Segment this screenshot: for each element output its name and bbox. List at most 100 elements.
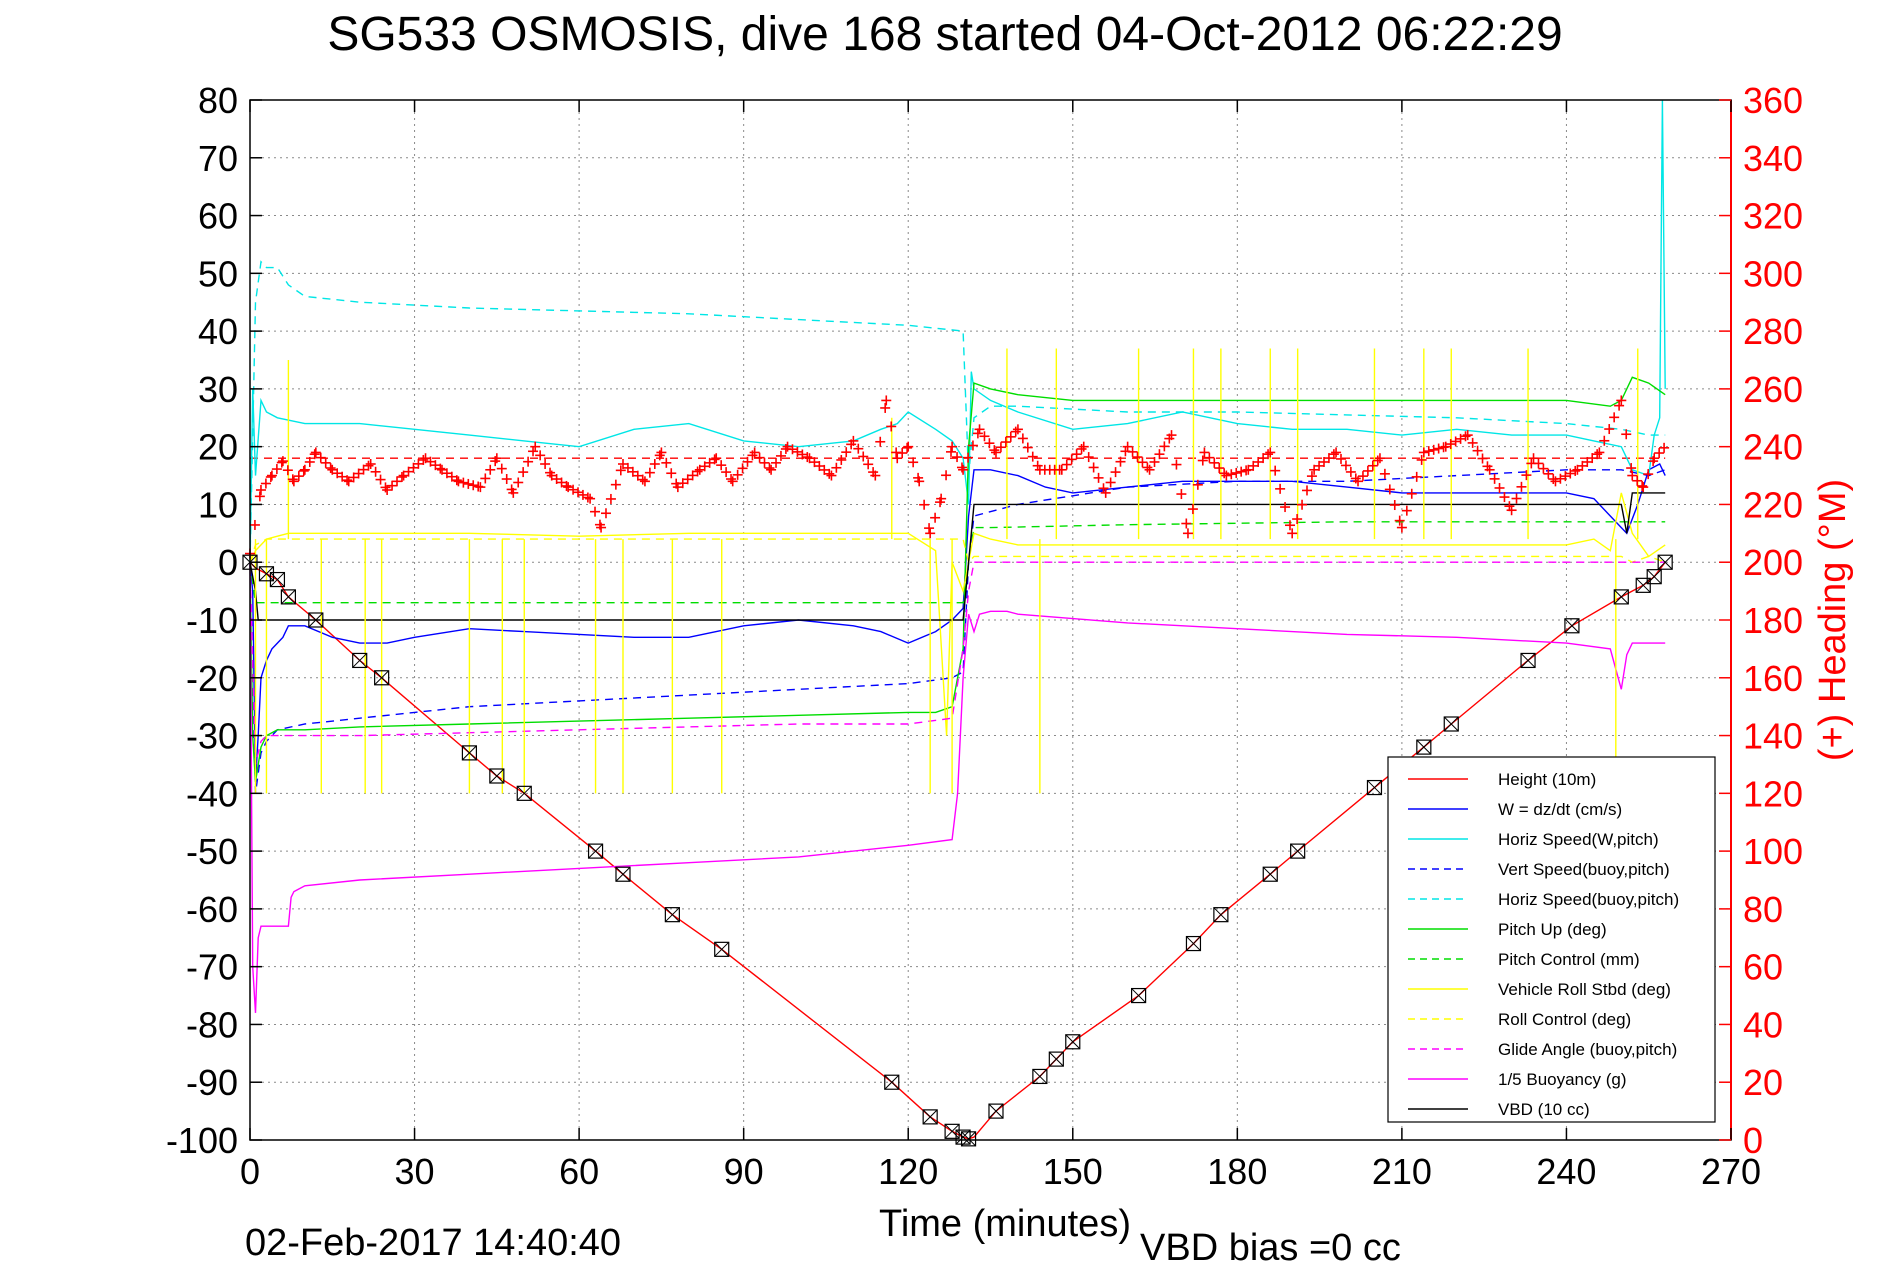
y2-tick-label: 300 bbox=[1743, 253, 1803, 294]
heading-point bbox=[764, 463, 775, 474]
heading-point bbox=[1284, 520, 1295, 531]
depth-marker bbox=[1564, 618, 1580, 634]
heading-point bbox=[1149, 456, 1160, 467]
depth-marker-box bbox=[944, 1123, 960, 1139]
legend: Height (10m) W = dz/dt (cm/s) Horiz Speed(… bbox=[1387, 756, 1716, 1123]
depth-marker-box bbox=[1635, 577, 1651, 593]
depth-marker bbox=[1366, 779, 1383, 796]
depth-marker bbox=[714, 941, 730, 957]
x-tick-label: 150 bbox=[1043, 1151, 1103, 1192]
heading-point bbox=[1379, 468, 1390, 479]
heading-point bbox=[726, 474, 737, 485]
depth-marker bbox=[1213, 907, 1229, 923]
heading-point bbox=[858, 451, 869, 462]
heading-point bbox=[727, 476, 738, 487]
heading-point bbox=[276, 457, 287, 468]
heading-point bbox=[836, 454, 847, 465]
depth-marker-box bbox=[1213, 907, 1229, 923]
heading-point bbox=[265, 472, 276, 482]
footer-date: 02-Feb-2017 14:40:40 bbox=[245, 1222, 621, 1262]
heading-point bbox=[990, 447, 1001, 458]
legend-label: Vert Speed(buoy,pitch) bbox=[1498, 860, 1670, 879]
depth-marker-box bbox=[664, 907, 680, 923]
heading-point bbox=[610, 479, 621, 490]
x-tick-label: 240 bbox=[1536, 1151, 1596, 1192]
heading-point bbox=[863, 459, 874, 470]
depth-marker bbox=[461, 745, 478, 761]
heading-point bbox=[293, 471, 304, 482]
heading-point bbox=[1406, 488, 1417, 499]
depth-marker-cross-b bbox=[1065, 1034, 1081, 1050]
y2-axis-ticks: 3603403203002802602402202001801601401201… bbox=[1719, 80, 1803, 1161]
depth-marker-cross-b bbox=[308, 612, 324, 628]
heading-point bbox=[967, 440, 978, 451]
depth-marker-box bbox=[1130, 987, 1147, 1004]
heading-point bbox=[958, 464, 969, 475]
heading-point bbox=[956, 462, 967, 473]
depth-marker-box bbox=[587, 843, 604, 859]
depth-marker-cross-b bbox=[1213, 907, 1229, 923]
heading-point bbox=[1061, 459, 1072, 470]
depth-marker-cross-b bbox=[714, 941, 730, 957]
heading-point bbox=[1336, 453, 1347, 464]
depth-marker bbox=[516, 785, 532, 801]
heading-point bbox=[1166, 430, 1177, 441]
heading-point bbox=[1017, 433, 1028, 444]
heading-point bbox=[1384, 484, 1395, 495]
heading-point bbox=[1301, 485, 1312, 496]
series-line-11 bbox=[249, 492, 1666, 621]
heading-point bbox=[310, 447, 321, 458]
heading-point bbox=[979, 431, 990, 442]
x-tick-label: 120 bbox=[878, 1151, 938, 1192]
depth-marker-cross-b bbox=[1367, 780, 1382, 795]
legend-label: Roll Control (deg) bbox=[1498, 1010, 1631, 1029]
heading-point bbox=[1538, 463, 1549, 474]
x-tick-label: 60 bbox=[559, 1151, 599, 1192]
depth-marker-cross-b bbox=[270, 572, 285, 587]
depth-marker-cross-b bbox=[259, 566, 274, 582]
y2-tick-label: 160 bbox=[1743, 658, 1803, 699]
heading-point bbox=[941, 470, 952, 481]
heading-point bbox=[1066, 454, 1077, 465]
y2-tick-label: 0 bbox=[1743, 1120, 1763, 1161]
heading-point bbox=[1401, 505, 1412, 516]
heading-point bbox=[491, 453, 502, 464]
series-line-2 bbox=[249, 99, 1666, 563]
heading-point bbox=[1027, 451, 1038, 462]
depth-marker-box bbox=[1657, 554, 1673, 570]
legend-entry: W = dz/dt (cm/s) bbox=[1408, 800, 1622, 819]
heading-point bbox=[875, 436, 886, 447]
depth-marker-cross-b bbox=[1262, 866, 1278, 882]
depth-marker-cross-b bbox=[352, 653, 368, 668]
depth-marker-box bbox=[1443, 716, 1459, 732]
depth-marker-box bbox=[461, 745, 478, 761]
heading-point bbox=[475, 482, 486, 493]
y2-tick-label: 320 bbox=[1743, 196, 1803, 237]
heading-point bbox=[824, 468, 835, 479]
heading-point bbox=[656, 447, 667, 458]
y2-tick-label: 120 bbox=[1743, 773, 1803, 814]
depth-marker bbox=[1262, 866, 1278, 882]
depth-marker-cross-b bbox=[1416, 739, 1432, 755]
legend-entry: VBD (10 cc) bbox=[1408, 1100, 1590, 1119]
heading-point bbox=[1100, 487, 1111, 498]
heading-point bbox=[523, 456, 534, 467]
legend-entry: Horiz Speed(W,pitch) bbox=[1408, 830, 1659, 849]
x-axis-label: Time (minutes) bbox=[879, 1203, 1131, 1245]
heading-point bbox=[458, 477, 469, 488]
y-tick-label: -50 bbox=[186, 831, 238, 872]
heading-point bbox=[1506, 505, 1517, 516]
heading-point bbox=[392, 476, 403, 487]
heading-point bbox=[881, 395, 892, 406]
depth-marker bbox=[258, 566, 275, 582]
heading-point bbox=[1533, 458, 1544, 469]
heading-point bbox=[1362, 465, 1373, 476]
depth-marker-box bbox=[352, 652, 368, 669]
depth-marker-cross-b bbox=[1520, 653, 1536, 668]
heading-point bbox=[540, 459, 551, 469]
depth-marker-box bbox=[308, 612, 324, 628]
y2-tick-label: 180 bbox=[1743, 600, 1803, 641]
depth-marker bbox=[1613, 589, 1629, 605]
depth-marker-box bbox=[1613, 589, 1629, 605]
